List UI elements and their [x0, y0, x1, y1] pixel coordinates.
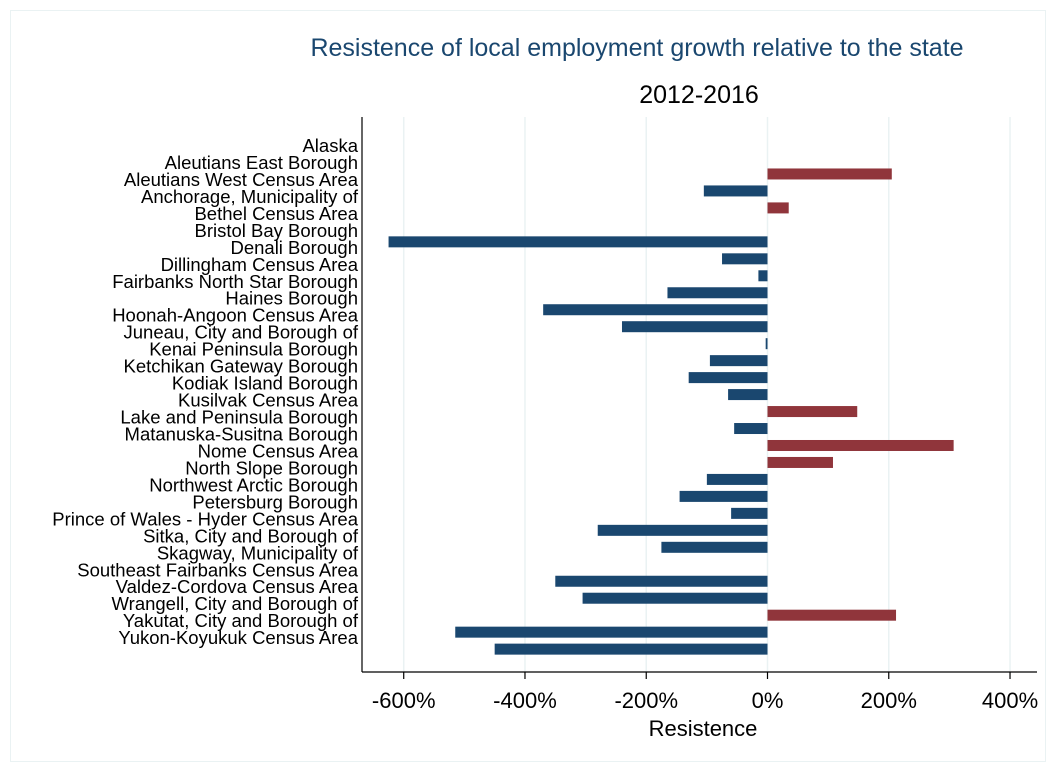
category-label: Kenai Peninsula Borough — [149, 339, 358, 360]
category-label: Lake and Peninsula Borough — [120, 407, 358, 428]
category-label: Haines Borough — [225, 288, 358, 309]
category-label: Kusilvak Census Area — [178, 390, 359, 411]
x-tick-label: -400% — [493, 688, 557, 713]
x-tick-label: -600% — [372, 688, 436, 713]
category-label: Northwest Arctic Borough — [149, 474, 358, 495]
bar — [582, 592, 768, 604]
bar — [767, 406, 858, 418]
category-label: Sitka, City and Borough of — [143, 525, 359, 546]
bar — [765, 338, 768, 350]
bar — [494, 643, 768, 655]
category-label: Bristol Bay Borough — [194, 220, 358, 241]
x-axis-ticks: -600% -400% -200% 0% 200% 400% — [372, 672, 1038, 713]
bar — [555, 575, 768, 587]
bar — [767, 168, 892, 180]
x-tick-label: 400% — [982, 688, 1038, 713]
category-label: North Slope Borough — [185, 457, 358, 478]
gridlines — [402, 117, 1011, 672]
category-label: Southeast Fairbanks Census Area — [77, 559, 358, 580]
bar — [597, 524, 768, 536]
bar — [661, 541, 768, 553]
bars — [388, 168, 954, 655]
bar — [667, 287, 768, 299]
category-label: Skagway, Municipality of — [157, 542, 359, 563]
category-label: Hoonah-Angoon Census Area — [112, 305, 359, 326]
bar — [688, 372, 768, 384]
bar — [388, 236, 768, 248]
bar — [767, 439, 954, 451]
category-label: Yukon-Koyukuk Census Area — [118, 627, 358, 648]
bar — [706, 473, 768, 485]
category-label: Aleutians East Borough — [165, 152, 358, 173]
x-tick-label: 200% — [861, 688, 917, 713]
chart-subtitle: 2012-2016 — [639, 81, 759, 109]
chart-title: Resistence of local employment growth re… — [310, 34, 963, 62]
category-label: Fairbanks North Star Borough — [112, 271, 358, 292]
category-label: Nome Census Area — [198, 440, 359, 461]
x-tick-label: -200% — [614, 688, 678, 713]
bar — [543, 304, 768, 316]
bar — [767, 202, 789, 214]
category-label: Yakutat, City and Borough of — [123, 610, 359, 631]
category-label: Valdez-Cordova Census Area — [116, 576, 359, 597]
category-label: Prince of Wales - Hyder Census Area — [52, 508, 358, 529]
category-label: Bethel Census Area — [194, 203, 358, 224]
category-label: Wrangell, City and Borough of — [112, 593, 359, 614]
bar — [722, 253, 768, 265]
bar — [767, 609, 897, 621]
category-label: Ketchikan Gateway Borough — [124, 356, 358, 377]
category-label: Alaska — [302, 135, 358, 156]
bar — [728, 389, 768, 401]
category-label: Matanuska-Susitna Borough — [125, 423, 358, 444]
bar — [621, 321, 768, 333]
bar — [679, 490, 768, 502]
x-axis-title: Resistence — [649, 716, 758, 741]
bar — [758, 270, 768, 282]
bar — [731, 507, 768, 519]
category-label: Dillingham Census Area — [161, 254, 359, 275]
bar — [734, 423, 768, 435]
category-label: Juneau, City and Borough of — [124, 322, 359, 343]
x-tick-label: 0% — [752, 688, 784, 713]
bar — [455, 626, 768, 638]
bar — [709, 355, 768, 367]
category-label: Denali Borough — [230, 237, 358, 258]
category-label: Anchorage, Municipality of — [141, 186, 359, 207]
category-label: Petersburg Borough — [192, 491, 358, 512]
category-label: Kodiak Island Borough — [172, 373, 358, 394]
category-label: Aleutians West Census Area — [124, 169, 359, 190]
bar — [703, 185, 768, 197]
bar — [767, 456, 833, 468]
